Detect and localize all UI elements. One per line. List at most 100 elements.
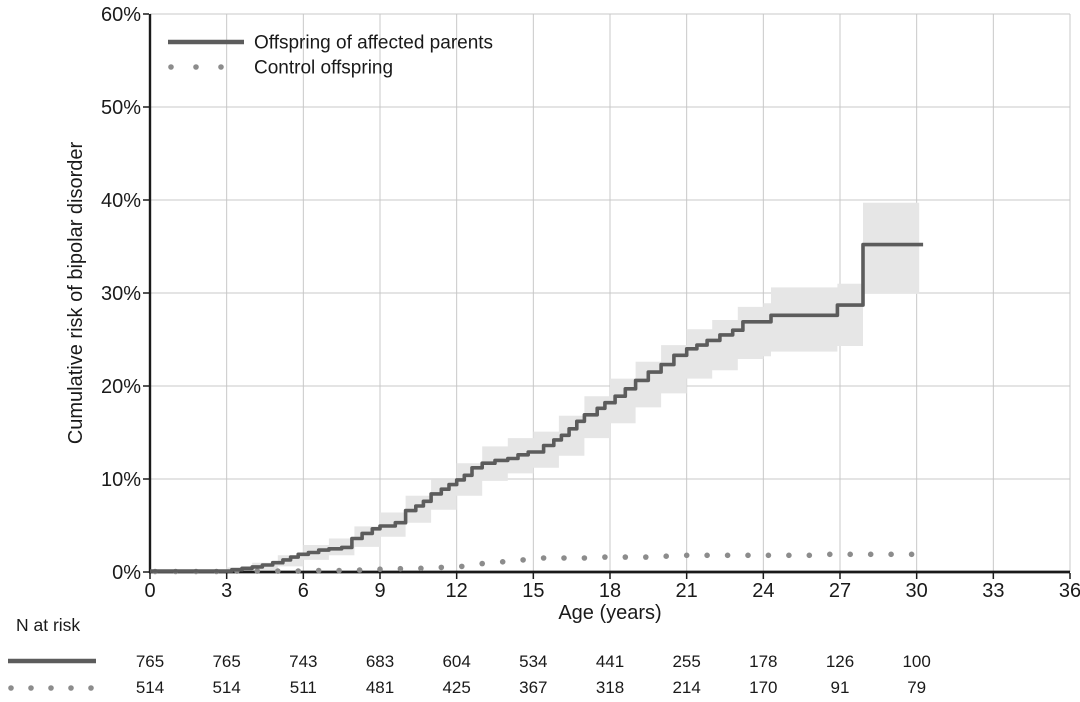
legend-dot-icon: [218, 64, 224, 70]
control-dot: [888, 551, 894, 558]
x-tick-label: 30: [906, 580, 928, 602]
n-at-risk-value: 511: [290, 678, 317, 697]
table-dot-icon: [8, 685, 14, 691]
x-tick-label: 36: [1059, 580, 1080, 602]
y-tick-label: 10%: [101, 469, 141, 491]
confidence-band: [150, 202, 920, 573]
n-at-risk-value: 765: [136, 652, 164, 671]
n-at-risk-value: 481: [366, 678, 394, 697]
n-at-risk-value: 743: [289, 652, 317, 671]
n-at-risk-value: 514: [136, 678, 164, 697]
y-tick-label: 30%: [101, 283, 141, 305]
control-dot: [908, 551, 915, 558]
n-at-risk-value: 255: [672, 652, 700, 671]
x-tick-label: 24: [752, 580, 774, 602]
n-at-risk-value: 100: [902, 652, 930, 671]
table-dot-icon: [68, 685, 74, 691]
control-offspring-dotted-series: [152, 551, 915, 575]
control-dot: [336, 567, 342, 574]
axes: [148, 14, 1070, 574]
ci-band-area: [150, 202, 920, 573]
control-dot: [786, 552, 792, 559]
control-dot: [806, 552, 813, 559]
n-at-risk-value: 318: [596, 678, 624, 697]
control-dot: [540, 555, 547, 561]
control-dot: [867, 551, 874, 558]
table-dot-icon: [48, 685, 54, 691]
legend-dots-sample: [168, 64, 224, 70]
control-dot: [745, 552, 751, 559]
control-dot: [438, 564, 445, 571]
control-dot: [397, 565, 404, 572]
affected-offspring-curve: [150, 242, 924, 573]
x-tick-label: 3: [221, 580, 232, 602]
legend-dot-icon: [193, 64, 199, 70]
table-dot-icon: [88, 685, 94, 691]
control-dot: [561, 555, 567, 561]
x-tick-label: 33: [982, 580, 1004, 602]
x-tick-label: 27: [829, 580, 851, 602]
y-axis-title: Cumulative risk of bipolar disorder: [65, 141, 87, 444]
control-dot: [765, 552, 772, 559]
n-at-risk-table: N at risk 765 765 743 683 604 534 441 255 178 126…: [8, 615, 931, 697]
table-dot-icon: [28, 685, 34, 691]
control-dot: [643, 554, 649, 560]
n-at-risk-value: 683: [366, 652, 394, 671]
control-dot: [356, 567, 363, 573]
tick-labels: 0 3 6 9 12 15 18 21 24 27 30 33 360%10%20%30%40%50%6…: [101, 4, 1080, 602]
control-dot: [254, 568, 261, 574]
control-dot: [602, 554, 608, 560]
control-dot: [295, 568, 302, 574]
gridlines: [150, 13, 1071, 572]
n-at-risk-value: 514: [212, 678, 240, 697]
control-dot: [479, 560, 486, 567]
control-dot: [683, 552, 690, 559]
y-tick-label: 50%: [101, 97, 141, 119]
n-at-risk-value: 214: [672, 678, 700, 697]
n-at-risk-value: 91: [831, 678, 850, 697]
tick-marks: [143, 13, 1071, 579]
n-at-risk-value: 126: [826, 652, 854, 671]
x-tick-label: 0: [144, 580, 155, 602]
x-tick-label: 21: [676, 580, 698, 602]
legend-label-affected-offspring: Offspring of affected parents: [254, 33, 493, 54]
control-dot: [663, 553, 669, 559]
x-tick-label: 6: [298, 580, 309, 602]
control-dot: [377, 566, 383, 572]
x-axis-title: Age (years): [558, 602, 661, 624]
x-tick-label: 18: [599, 580, 621, 602]
control-dot: [827, 551, 833, 558]
n-at-risk-value: 534: [519, 652, 547, 671]
control-dot: [622, 554, 629, 560]
control-dot: [581, 555, 588, 561]
n-at-risk-value: 604: [442, 652, 470, 671]
control-dot: [499, 559, 506, 565]
control-dot: [418, 565, 424, 572]
n-at-risk-values: 765 765 743 683 604 534 441 255 178 126 100 514 514 5…: [136, 652, 931, 697]
y-tick-label: 60%: [101, 4, 141, 26]
n-at-risk-title: N at risk: [16, 615, 80, 635]
legend: Offspring of affected parents Control of…: [168, 33, 493, 79]
n-at-risk-value: 765: [212, 652, 240, 671]
x-tick-label: 12: [446, 580, 468, 602]
legend-label-control-offspring: Control offspring: [254, 58, 393, 79]
x-tick-label: 15: [522, 580, 544, 602]
control-dot: [275, 568, 281, 574]
affected-offspring-step-line: [150, 242, 924, 573]
n-at-risk-value: 425: [442, 678, 470, 697]
n-at-risk-value: 79: [907, 678, 926, 697]
control-dot: [315, 567, 322, 574]
control-dot: [847, 551, 853, 558]
n-at-risk-value: 441: [596, 652, 624, 671]
control-dot: [520, 557, 526, 563]
y-tick-label: 0%: [112, 562, 141, 584]
control-dot: [704, 552, 710, 559]
n-at-risk-row2-dots-sample: [8, 685, 94, 691]
n-at-risk-value: 367: [519, 678, 547, 697]
n-at-risk-value: 178: [749, 652, 777, 671]
control-dot: [459, 563, 465, 570]
n-at-risk-value: 170: [749, 678, 777, 697]
control-dot: [724, 552, 731, 559]
